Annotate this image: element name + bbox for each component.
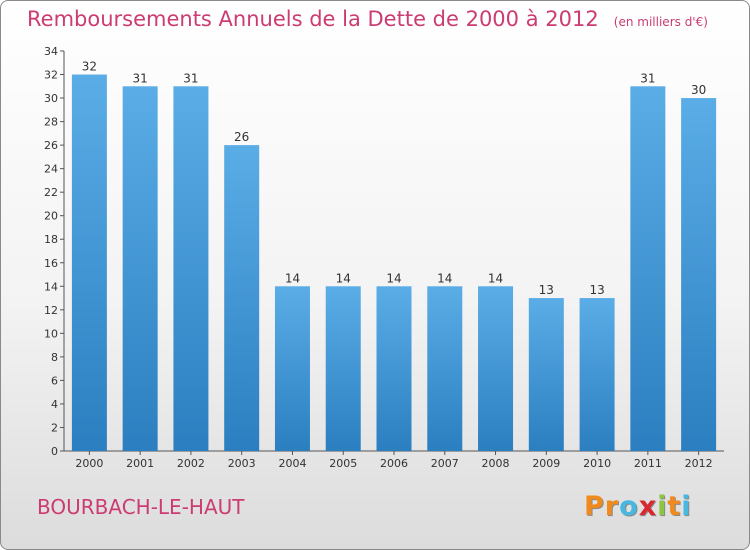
- bar: [478, 286, 514, 451]
- bar: [528, 298, 564, 451]
- y-tick-label: 0: [51, 445, 58, 458]
- y-tick-label: 26: [44, 139, 58, 152]
- bar-value-label: 31: [640, 71, 655, 85]
- x-tick-label: 2000: [75, 457, 103, 470]
- proxiti-logo: Proxiti: [584, 491, 692, 522]
- y-tick-label: 6: [51, 374, 58, 387]
- y-tick-label: 34: [44, 45, 58, 58]
- logo-letter: t: [667, 491, 682, 522]
- bar-value-label: 13: [589, 283, 604, 297]
- x-tick-label: 2008: [482, 457, 510, 470]
- bar-value-label: 14: [488, 271, 503, 285]
- x-tick-label: 2006: [380, 457, 408, 470]
- y-tick-label: 30: [44, 92, 58, 105]
- bar: [681, 98, 717, 451]
- y-tick-label: 14: [44, 280, 58, 293]
- y-tick-label: 20: [44, 210, 58, 223]
- bar: [630, 86, 666, 451]
- x-tick-label: 2003: [228, 457, 256, 470]
- bar-value-label: 14: [285, 271, 300, 285]
- y-tick-label: 18: [44, 233, 58, 246]
- bar: [427, 286, 463, 451]
- logo-letter: P: [584, 491, 605, 522]
- bar: [71, 74, 107, 451]
- title-row: Remboursements Annuels de la Dette de 20…: [27, 7, 708, 31]
- logo-letter: o: [619, 491, 639, 522]
- y-tick-label: 10: [44, 327, 58, 340]
- y-tick-label: 2: [51, 421, 58, 434]
- y-tick-label: 24: [44, 163, 58, 176]
- bar-value-label: 13: [539, 283, 554, 297]
- commune-name: BOURBACH-LE-HAUT: [37, 495, 245, 519]
- y-tick-label: 22: [44, 186, 58, 199]
- y-tick-label: 32: [44, 69, 58, 82]
- x-tick-label: 2002: [177, 457, 205, 470]
- logo-letter: r: [604, 491, 620, 522]
- bar-value-label: 26: [234, 130, 249, 144]
- bar-value-label: 14: [386, 271, 401, 285]
- y-tick-label: 8: [51, 351, 58, 364]
- x-tick-label: 2001: [126, 457, 154, 470]
- logo-letter: x: [638, 491, 658, 522]
- x-tick-label: 2005: [329, 457, 357, 470]
- bar: [224, 145, 260, 451]
- x-tick-label: 2012: [685, 457, 713, 470]
- y-tick-label: 12: [44, 304, 58, 317]
- x-tick-label: 2010: [583, 457, 611, 470]
- chart-subtitle: (en milliers d'€): [613, 15, 708, 29]
- bar-value-label: 14: [336, 271, 351, 285]
- logo-letter: i: [681, 491, 692, 522]
- chart-title: Remboursements Annuels de la Dette de 20…: [27, 7, 599, 31]
- bar: [122, 86, 158, 451]
- y-tick-label: 4: [51, 398, 58, 411]
- x-tick-label: 2009: [532, 457, 560, 470]
- bar-value-label: 30: [691, 83, 706, 97]
- y-tick-label: 16: [44, 257, 58, 270]
- bar: [325, 286, 361, 451]
- x-tick-label: 2004: [278, 457, 306, 470]
- y-tick-label: 28: [44, 116, 58, 129]
- bar-value-label: 31: [183, 71, 198, 85]
- bar: [376, 286, 412, 451]
- bar-value-label: 32: [82, 60, 97, 74]
- bar: [579, 298, 615, 451]
- x-tick-label: 2011: [634, 457, 662, 470]
- bar: [173, 86, 209, 451]
- logo-letter: i: [657, 491, 668, 522]
- bar-value-label: 14: [437, 271, 452, 285]
- bar-value-label: 31: [133, 71, 148, 85]
- bar: [274, 286, 310, 451]
- x-tick-label: 2007: [431, 457, 459, 470]
